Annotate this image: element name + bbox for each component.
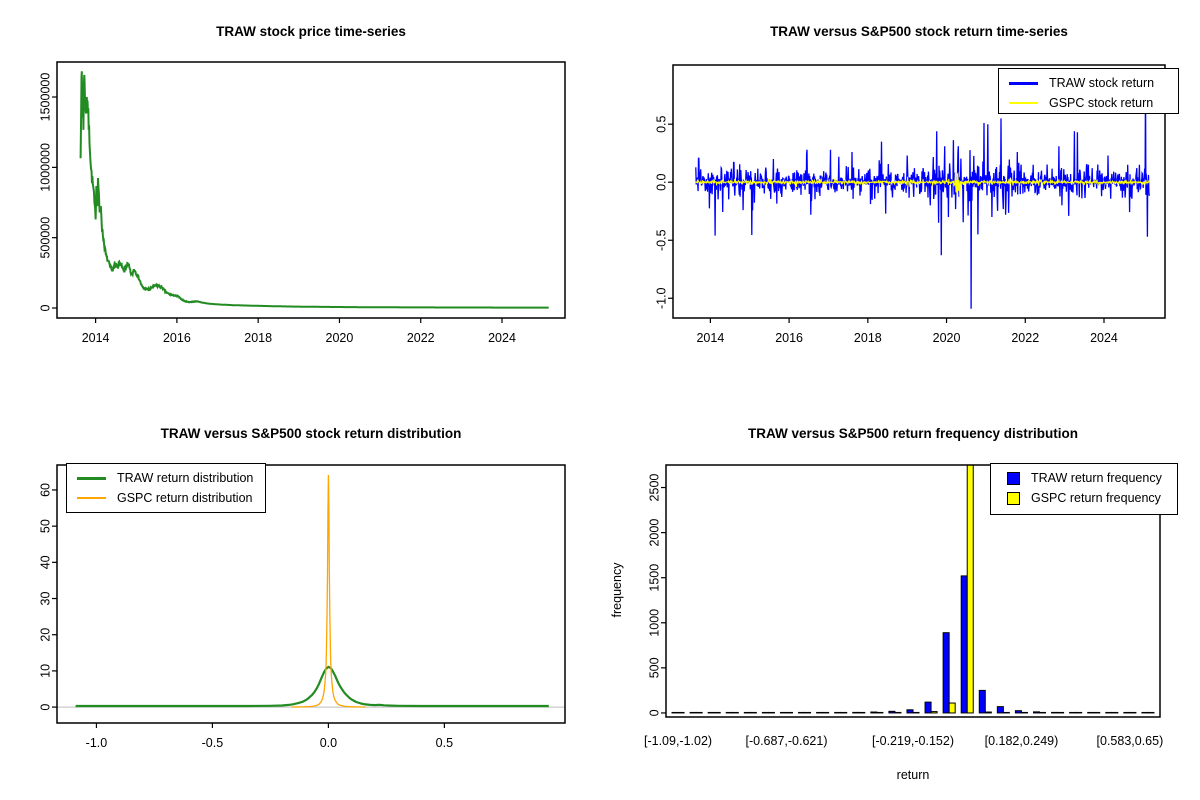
panel-return-timeseries: TRAW versus S&P500 stock return time-ser…: [600, 0, 1200, 400]
svg-text:1500000: 1500000: [38, 73, 52, 122]
svg-text:2020: 2020: [326, 331, 354, 345]
legend-item: GSPC return frequency: [1001, 488, 1169, 508]
legend-item: TRAW return frequency: [1001, 468, 1169, 488]
svg-text:2018: 2018: [244, 331, 272, 345]
svg-text:2022: 2022: [407, 331, 435, 345]
svg-text:1000: 1000: [647, 609, 661, 637]
svg-text:2016: 2016: [163, 331, 191, 345]
legend-item: TRAW stock return: [1009, 73, 1170, 93]
traw-return-line-swatch: [1009, 81, 1038, 85]
svg-text:2018: 2018: [854, 331, 882, 345]
svg-text:40: 40: [38, 555, 52, 569]
svg-text:500000: 500000: [38, 217, 52, 259]
legend-label: GSPC return distribution: [117, 491, 253, 505]
svg-text:20: 20: [38, 628, 52, 642]
panel-return-distribution: TRAW versus S&P500 stock return distribu…: [0, 400, 600, 800]
legend: TRAW return frequency GSPC return freque…: [990, 463, 1178, 515]
svg-text:2020: 2020: [933, 331, 961, 345]
svg-text:-1.0: -1.0: [654, 287, 668, 309]
price-timeseries-plot: 2014 2016 2018 2020 2022 2024 0 500000 1000000 15…: [38, 61, 566, 345]
y-axis-label: frequency: [610, 562, 624, 618]
panel-title: TRAW versus S&P500 stock return distribu…: [160, 426, 462, 441]
legend-label: TRAW return distribution: [117, 471, 254, 485]
gspc-return-line-swatch: [1009, 102, 1038, 104]
svg-text:0.0: 0.0: [320, 736, 337, 750]
svg-text:1500: 1500: [647, 564, 661, 592]
svg-text:[-0.219,-0.152): [-0.219,-0.152): [872, 734, 954, 748]
svg-text:30: 30: [38, 592, 52, 606]
svg-text:[0.583,0.65): [0.583,0.65): [1097, 734, 1164, 748]
svg-text:10: 10: [38, 664, 52, 678]
svg-text:0: 0: [38, 304, 52, 311]
legend: TRAW stock return GSPC stock return: [998, 68, 1179, 114]
svg-text:0.5: 0.5: [654, 115, 668, 132]
svg-text:60: 60: [38, 483, 52, 497]
traw-density-line-swatch: [77, 476, 106, 480]
page-title: TRAW stock price time-series: [216, 24, 406, 39]
legend: TRAW return distribution GSPC return dis…: [66, 463, 266, 513]
svg-text:2500: 2500: [647, 474, 661, 502]
legend-label: GSPC return frequency: [1031, 491, 1161, 505]
legend-item: GSPC stock return: [1009, 93, 1170, 113]
panel-return-frequency: TRAW versus S&P500 return frequency dist…: [600, 400, 1200, 800]
svg-text:2022: 2022: [1011, 331, 1039, 345]
svg-text:[0.182,0.249): [0.182,0.249): [985, 734, 1059, 748]
legend-label: GSPC stock return: [1049, 96, 1154, 110]
gspc-frequency-swatch: [1007, 491, 1020, 505]
x-axis-label: return: [896, 768, 930, 782]
legend-label: TRAW return frequency: [1031, 471, 1162, 485]
svg-text:2024: 2024: [1090, 331, 1118, 345]
svg-text:0: 0: [647, 709, 661, 716]
svg-text:2024: 2024: [488, 331, 516, 345]
svg-text:0: 0: [38, 704, 52, 711]
gspc-density-line-swatch: [77, 497, 106, 499]
legend-label: TRAW stock return: [1049, 76, 1155, 90]
svg-text:-0.5: -0.5: [654, 229, 668, 251]
legend-item: TRAW return distribution: [77, 468, 257, 488]
return-timeseries-plot: 2014 2016 2018 2020 2022 2024 -1.0 -0.5 0.0 0.5: [654, 64, 1166, 345]
svg-text:0.5: 0.5: [436, 736, 453, 750]
panel-price-timeseries: TRAW stock price time-series 2014 2016 201…: [0, 0, 600, 400]
return-distribution-plot: -1.0 -0.5 0.0 0.5 0 10 20 30 40 50 60: [38, 464, 566, 750]
svg-text:1000000: 1000000: [38, 143, 52, 192]
svg-text:-1.0: -1.0: [86, 736, 108, 750]
panel-title: TRAW versus S&P500 stock return time-ser…: [770, 24, 1068, 39]
traw-frequency-swatch: [1007, 471, 1020, 485]
svg-text:[-1.09,-1.02): [-1.09,-1.02): [644, 734, 712, 748]
svg-text:2014: 2014: [82, 331, 110, 345]
svg-text:50: 50: [38, 519, 52, 533]
svg-text:2016: 2016: [775, 331, 803, 345]
legend-item: GSPC return distribution: [77, 488, 257, 508]
svg-text:2000: 2000: [647, 519, 661, 547]
svg-text:-0.5: -0.5: [202, 736, 224, 750]
panel-title: TRAW versus S&P500 return frequency dist…: [747, 426, 1079, 441]
svg-text:0.0: 0.0: [654, 173, 668, 190]
return-frequency-plot: [-1.09,-1.02) [-0.687,-0.621) [-0.219,-0.1…: [644, 464, 1164, 748]
svg-text:[-0.687,-0.621): [-0.687,-0.621): [745, 734, 827, 748]
svg-text:2014: 2014: [696, 331, 724, 345]
svg-text:500: 500: [647, 657, 661, 678]
